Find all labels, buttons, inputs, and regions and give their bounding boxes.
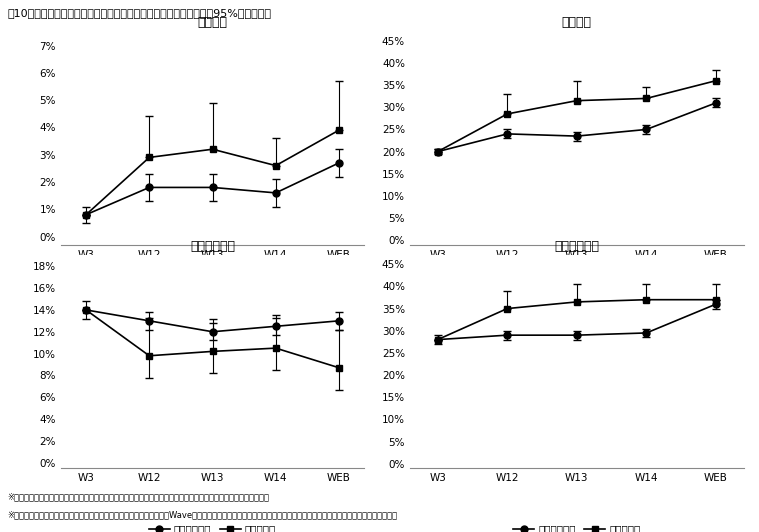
Title: 通話孤立: 通話孤立 bbox=[562, 16, 592, 29]
Text: ※「対面孤立」「通話孤立」「いずれか孤立」の「リスク上位」のエラーバーは見やすさを優先して正方向のみ表示: ※「対面孤立」「通話孤立」「いずれか孤立」の「リスク上位」のエラーバーは見やすさ… bbox=[8, 492, 269, 501]
Title: テキスト孤立: テキスト孤立 bbox=[190, 240, 235, 253]
Title: いずれか孤立: いずれか孤立 bbox=[554, 240, 600, 253]
Legend: リスク中低位, リスク上位: リスク中低位, リスク上位 bbox=[145, 297, 280, 315]
Title: 対面孤立: 対面孤立 bbox=[197, 16, 228, 29]
Text: 困10　パネルデータ分析（固定効果モデル）の結果（エラーバーは95%信頼区間）: 困10 パネルデータ分析（固定効果モデル）の結果（エラーバーは95%信頼区間） bbox=[8, 8, 272, 18]
Legend: リスク中低位, リスク上位: リスク中低位, リスク上位 bbox=[509, 520, 644, 532]
Legend: リスク中低位, リスク上位: リスク中低位, リスク上位 bbox=[509, 297, 644, 315]
Legend: リスク中低位, リスク上位: リスク中低位, リスク上位 bbox=[145, 520, 280, 532]
Text: ※グラフ中の数値は、固定効果モデルの推定結果にもとづくマージン（Waveと孤立リスク以外の要因をすべて等しくした条件のもとで計算された孤立割合の値）を意味: ※グラフ中の数値は、固定効果モデルの推定結果にもとづくマージン（Waveと孤立リ… bbox=[8, 511, 398, 520]
